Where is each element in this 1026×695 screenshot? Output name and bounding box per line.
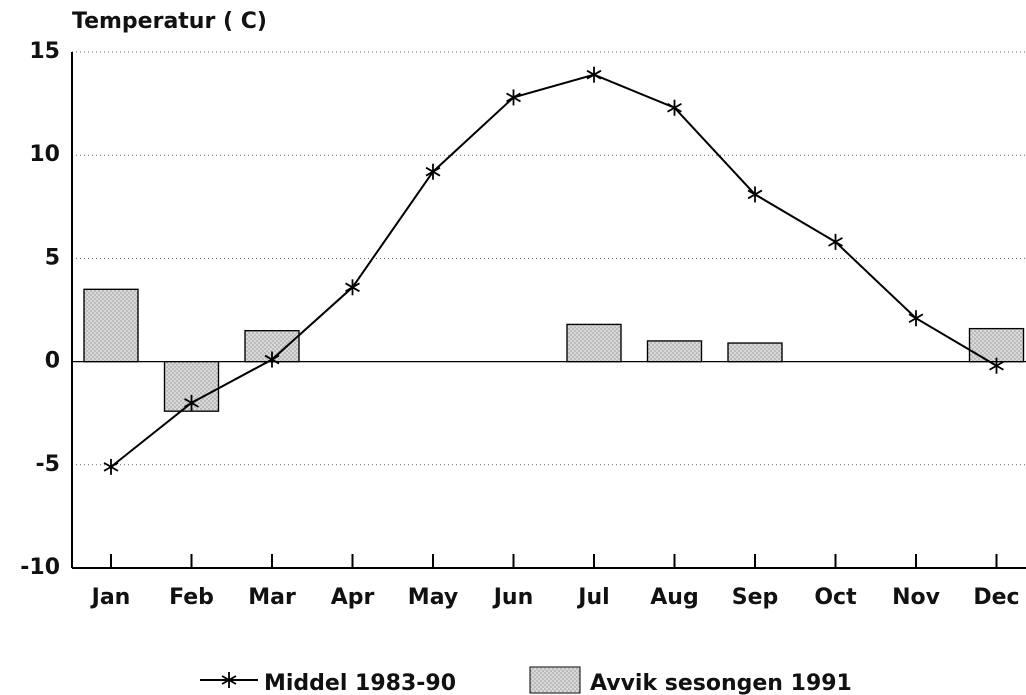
marker-stroke [221,675,237,685]
marker-stroke [667,102,682,113]
x-tick-label: Sep [732,585,779,610]
line-marker [103,458,119,475]
bar-texture [83,288,139,363]
bar-texture [646,340,703,363]
bar-texture [727,342,783,363]
x-tick-label: Jan [90,585,131,610]
marker-stroke [908,313,924,324]
y-tick-label: 5 [45,245,60,270]
y-tick-label: 15 [29,39,60,64]
marker-stroke [103,462,119,472]
marker-stroke [747,189,763,200]
x-tick-label: Aug [650,585,698,610]
y-tick-label: 0 [45,349,60,374]
line-marker [184,394,199,411]
marker-stroke [264,354,280,365]
bar-texture [968,327,1025,363]
line-marker [908,310,924,327]
line [110,73,998,468]
line-marker [425,163,441,180]
y-axis-title: Temperatur ( C) [72,9,267,34]
marker-stroke [345,282,360,293]
x-tick-label: Nov [892,585,941,610]
x-tick-label: Jun [492,585,534,610]
line-marker [264,351,280,368]
y-tick-label: -5 [36,452,60,477]
x-tick-label: Apr [331,585,375,610]
line-marker [506,89,521,106]
legend-label: Avvik sesongen 1991 [590,671,852,695]
marker-stroke [506,92,521,103]
line-marker [586,66,602,83]
line-marker [345,279,360,296]
x-tick-label: Dec [973,585,1019,610]
legend-label: Middel 1983-90 [264,671,456,695]
y-tick-label: 10 [29,142,60,167]
x-tick-label: Jul [576,585,609,610]
line-marker [667,99,682,116]
marker-stroke [586,69,602,80]
marker-stroke [989,360,1004,371]
bar-texture [566,323,622,363]
x-tick-label: Mar [248,585,296,610]
x-tick-label: May [408,585,458,610]
line-marker [221,672,237,688]
marker-stroke [828,237,843,247]
line-marker [828,233,843,250]
marker-stroke [425,166,441,177]
legend-swatch-texture [530,667,580,693]
line-marker [747,186,763,203]
x-tick-label: Feb [169,585,214,610]
x-tick-label: Oct [814,585,857,610]
line-marker [989,357,1004,374]
marker-stroke [184,398,199,408]
y-tick-label: -10 [20,555,60,580]
